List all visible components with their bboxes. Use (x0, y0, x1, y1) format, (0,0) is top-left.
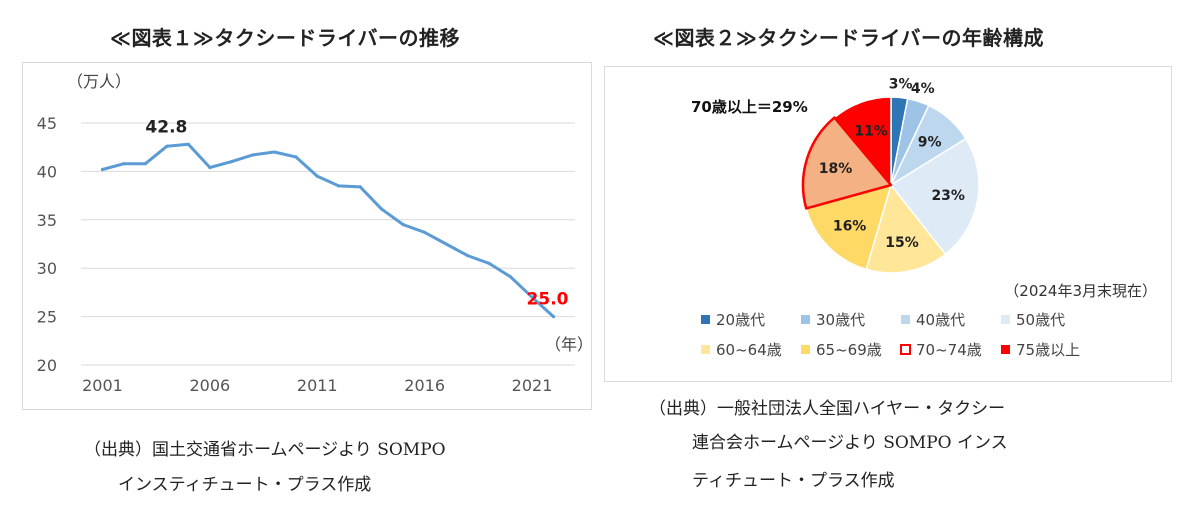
legend-label: 50歳代 (1016, 311, 1065, 329)
legend-label: 65~69歳 (816, 341, 882, 359)
peak-value-label: 42.8 (145, 117, 187, 137)
data-point (380, 207, 384, 211)
data-point (551, 315, 556, 319)
x-axis-unit-label: （年） (545, 335, 591, 354)
y-tick-label: 25 (37, 308, 57, 327)
x-tick-label: 2001 (82, 376, 123, 395)
legend-swatch (801, 315, 810, 324)
legend-swatch (801, 345, 810, 354)
y-axis-unit-label: （万人） (67, 72, 131, 91)
data-point (208, 165, 212, 170)
legend-swatch (1001, 315, 1010, 324)
data-point (487, 261, 491, 265)
pie-chart-panel: 3% 4% 9% 23% 15% 16% 18% 11% 70歳以上＝29% （2024年3月末現… (604, 66, 1172, 382)
legend-label: 70~74歳 (916, 341, 982, 359)
slice-value-label: 16% (833, 219, 867, 235)
latest-value-label: 25.0 (527, 290, 569, 310)
legend-swatch (901, 315, 910, 324)
data-point (165, 144, 169, 148)
legend-label: 60~64歳 (716, 341, 782, 359)
pie-slice-outline (801, 116, 893, 210)
data-point (272, 150, 276, 154)
slice-value-label: 3% (889, 77, 913, 93)
y-tick-label: 20 (37, 356, 57, 375)
slice-value-label: 9% (918, 135, 942, 151)
pie-slice (865, 183, 947, 274)
as-of-date-label: （2024年3月末現在） (1004, 282, 1157, 300)
data-point (143, 162, 148, 166)
pie-slice (889, 137, 980, 256)
age-70-plus-callout: 70歳以上＝29% (691, 98, 808, 116)
data-point (186, 142, 190, 146)
pie-chart: 3%4% 9% 23% 15% 16% 18% 11% 70歳以上＝29% （2024年3月末現… (691, 77, 1157, 360)
y-tick-label: 40 (37, 162, 57, 181)
figure2-source-line2: 連合会ホームページより SOMPO インス (692, 433, 1008, 453)
data-point (423, 230, 427, 234)
slice-value-label: 18% (819, 161, 853, 177)
data-point (530, 295, 534, 299)
figure1-source-line1: （出典）国土交通省ホームページより SOMPO (84, 440, 446, 460)
legend-label: 40歳代 (916, 311, 965, 329)
data-point (358, 185, 362, 189)
x-tick-label: 2006 (190, 376, 231, 395)
data-point (337, 184, 341, 188)
y-tick-label: 30 (37, 259, 57, 278)
line-chart: 20 25 30 35 40 45 2001 2006 2011 2016 2021 （万人） （年） 4… (37, 72, 591, 395)
line-chart-panel: 20 25 30 35 40 45 2001 2006 2011 2016 2021 （万人） （年） 4… (22, 62, 592, 410)
pie-slice (805, 183, 893, 271)
y-tick-label: 35 (37, 211, 57, 230)
data-point (122, 162, 126, 166)
figure1-source-line2: インスティチュート・プラス作成 (118, 475, 372, 495)
legend-swatch (900, 344, 911, 355)
y-tick-label: 45 (37, 114, 57, 133)
x-tick-label: 2016 (404, 376, 445, 395)
legend-label: 30歳代 (816, 311, 865, 329)
legend-swatch (1001, 345, 1010, 354)
figure2-source-line3: ティチュート・プラス作成 (692, 471, 895, 491)
slice-value-label: 4% (911, 81, 935, 97)
slice-value-label: 15% (885, 235, 919, 251)
legend-label: 20歳代 (716, 311, 765, 329)
figure1-title: ≪図表１≫タクシードライバーの推移 (110, 26, 460, 50)
slice-value-label: 23% (931, 188, 965, 204)
slice-value-label: 11% (854, 123, 888, 139)
data-point (444, 242, 448, 246)
legend-swatch (701, 315, 710, 324)
data-point (508, 275, 513, 279)
x-tick-label: 2021 (512, 376, 553, 395)
legend-swatch (701, 345, 710, 354)
legend-label: 75歳以上 (1016, 341, 1080, 359)
data-point (466, 254, 470, 258)
series-line (101, 142, 555, 319)
figure2-title: ≪図表２≫タクシードライバーの年齢構成 (653, 26, 1044, 50)
data-point (294, 155, 298, 159)
figure2-source-line1: （出典）一般社団法人全国ハイヤー・タクシー (649, 399, 1006, 419)
x-tick-label: 2011 (297, 376, 338, 395)
data-point (315, 174, 319, 178)
data-point (251, 153, 255, 157)
data-point (100, 167, 105, 172)
data-point (401, 223, 405, 227)
data-point (229, 160, 233, 164)
